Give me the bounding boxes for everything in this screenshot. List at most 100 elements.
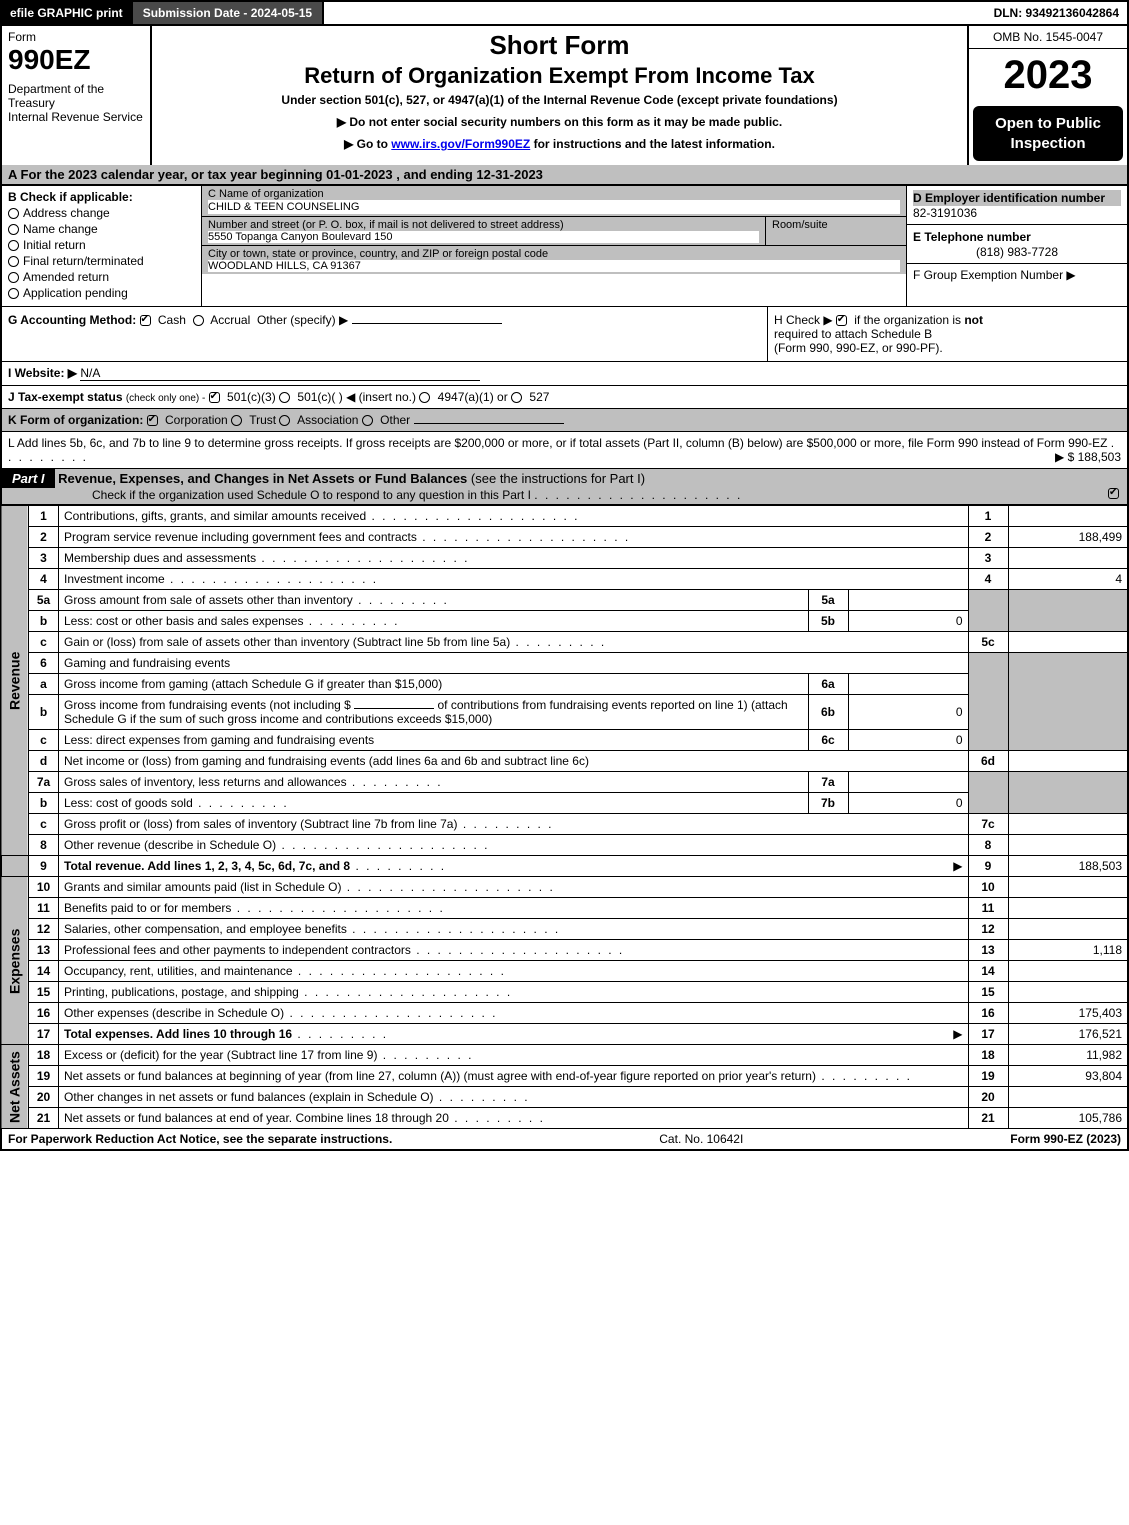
l16-desc: Other expenses (describe in Schedule O) <box>64 1006 284 1020</box>
l8-rn: 8 <box>968 835 1008 856</box>
line-2: 2 Program service revenue including gove… <box>1 527 1128 548</box>
e-label: E Telephone number <box>913 229 1121 245</box>
topbar: efile GRAPHIC print Submission Date - 20… <box>0 0 1129 26</box>
k-form-org-row: K Form of organization: Corporation Trus… <box>2 409 1127 432</box>
j-tax-exempt-row: J Tax-exempt status (check only one) - 5… <box>2 386 1127 409</box>
chk-trust[interactable] <box>231 415 242 426</box>
chk-other-org[interactable] <box>362 415 373 426</box>
line-4: 4 Investment income 4 4 <box>1 569 1128 590</box>
l2-val: 188,499 <box>1008 527 1128 548</box>
efile-print-button[interactable]: efile GRAPHIC print <box>2 2 133 24</box>
l13-rn: 13 <box>968 940 1008 961</box>
line-18: Net Assets 18 Excess or (deficit) for th… <box>1 1045 1128 1066</box>
chk-527[interactable] <box>511 392 522 403</box>
section-def: D Employer identification number 82-3191… <box>907 186 1127 306</box>
chk-initial-return[interactable]: Initial return <box>8 238 195 252</box>
l15-rn: 15 <box>968 982 1008 1003</box>
city-label: City or town, state or province, country… <box>208 248 548 260</box>
chk-corporation[interactable] <box>147 415 158 426</box>
chk-schedule-o[interactable] <box>1108 488 1119 499</box>
g-label: G Accounting Method: <box>8 313 136 327</box>
h-text2: if the organization is <box>854 313 964 327</box>
l6b-amount-input[interactable] <box>354 708 434 709</box>
l11-val <box>1008 898 1128 919</box>
j-501c: 501(c)( ) ◀ (insert no.) <box>297 390 416 404</box>
l16-val: 175,403 <box>1008 1003 1128 1024</box>
l6c-desc: Less: direct expenses from gaming and fu… <box>59 730 809 751</box>
l17-desc: Total expenses. Add lines 10 through 16 <box>64 1027 292 1041</box>
chk-association[interactable] <box>279 415 290 426</box>
l2-num: 2 <box>29 527 59 548</box>
l1-rn: 1 <box>968 506 1008 527</box>
l13-desc: Professional fees and other payments to … <box>64 943 411 957</box>
part1-title: Revenue, Expenses, and Changes in Net As… <box>58 471 467 486</box>
k-other-input[interactable] <box>414 423 564 424</box>
lines-table: Revenue 1 Contributions, gifts, grants, … <box>0 505 1129 1129</box>
ijkl-section: I Website: ▶ N/A J Tax-exempt status (ch… <box>0 362 1129 469</box>
line-7c: c Gross profit or (loss) from sales of i… <box>1 814 1128 835</box>
l18-num: 18 <box>29 1045 59 1066</box>
irs-link[interactable]: www.irs.gov/Form990EZ <box>391 137 530 151</box>
sidecat-revenue: Revenue <box>1 506 29 856</box>
chk-application-pending[interactable]: Application pending <box>8 286 195 300</box>
line-16: 16 Other expenses (describe in Schedule … <box>1 1003 1128 1024</box>
l8-val <box>1008 835 1128 856</box>
l17-val: 176,521 <box>1008 1024 1128 1045</box>
l7ab-shade-v <box>1008 772 1128 814</box>
j-sub: (check only one) - <box>126 393 205 404</box>
i-label: I Website: ▶ <box>8 366 77 380</box>
chk-accrual[interactable] <box>193 315 204 326</box>
form-header: Form 990EZ Department of the Treasury In… <box>0 26 1129 165</box>
gh-row: G Accounting Method: Cash Accrual Other … <box>0 307 1129 362</box>
i-website-row: I Website: ▶ N/A <box>2 362 1127 386</box>
chk-name-change[interactable]: Name change <box>8 222 195 236</box>
org-name: CHILD & TEEN COUNSELING <box>208 200 900 214</box>
l6a-sl: 6a <box>808 674 848 695</box>
l6-desc: Gaming and fundraising events <box>59 653 969 674</box>
chk-schedule-b[interactable] <box>836 315 847 326</box>
part1-sub-text: Check if the organization used Schedule … <box>92 488 531 502</box>
line-15: 15 Printing, publications, postage, and … <box>1 982 1128 1003</box>
h-text3: required to attach Schedule B <box>774 327 932 341</box>
l19-num: 19 <box>29 1066 59 1087</box>
l7b-sl: 7b <box>808 793 848 814</box>
l5b-sl: 5b <box>808 611 848 632</box>
l11-num: 11 <box>29 898 59 919</box>
other-label: Other (specify) ▶ <box>257 313 348 327</box>
l-amount: ▶ $ 188,503 <box>1055 450 1121 464</box>
l21-val: 105,786 <box>1008 1108 1128 1129</box>
line-6d: d Net income or (loss) from gaming and f… <box>1 751 1128 772</box>
part1-title-sub: (see the instructions for Part I) <box>471 471 645 486</box>
l11-desc: Benefits paid to or for members <box>64 901 231 915</box>
line-5a: 5a Gross amount from sale of assets othe… <box>1 590 1128 611</box>
chk-4947[interactable] <box>419 392 430 403</box>
chk-initial-return-label: Initial return <box>23 238 86 252</box>
k-label: K Form of organization: <box>8 413 143 427</box>
l18-rn: 18 <box>968 1045 1008 1066</box>
l19-desc: Net assets or fund balances at beginning… <box>64 1069 816 1083</box>
chk-501c3[interactable] <box>209 392 220 403</box>
l11-rn: 11 <box>968 898 1008 919</box>
l6b-sv: 0 <box>848 695 968 730</box>
l5c-val <box>1008 632 1128 653</box>
l17-num: 17 <box>29 1024 59 1045</box>
instr-goto-post: for instructions and the latest informat… <box>530 137 775 151</box>
chk-address-change[interactable]: Address change <box>8 206 195 220</box>
c-address-row: Number and street (or P. O. box, if mail… <box>202 217 906 246</box>
l6-num: 6 <box>29 653 59 674</box>
accrual-label: Accrual <box>210 313 250 327</box>
chk-final-return[interactable]: Final return/terminated <box>8 254 195 268</box>
l12-desc: Salaries, other compensation, and employ… <box>64 922 347 936</box>
chk-cash[interactable] <box>140 315 151 326</box>
l10-desc: Grants and similar amounts paid (list in… <box>64 880 341 894</box>
l6d-num: d <box>29 751 59 772</box>
submission-date-button[interactable]: Submission Date - 2024-05-15 <box>133 2 324 24</box>
other-specify-input[interactable] <box>352 323 502 324</box>
d-label: D Employer identification number <box>913 190 1121 206</box>
l8-num: 8 <box>29 835 59 856</box>
l16-num: 16 <box>29 1003 59 1024</box>
chk-501c[interactable] <box>279 392 290 403</box>
l4-desc: Investment income <box>64 572 165 586</box>
chk-amended-return[interactable]: Amended return <box>8 270 195 284</box>
l21-desc: Net assets or fund balances at end of ye… <box>64 1111 449 1125</box>
